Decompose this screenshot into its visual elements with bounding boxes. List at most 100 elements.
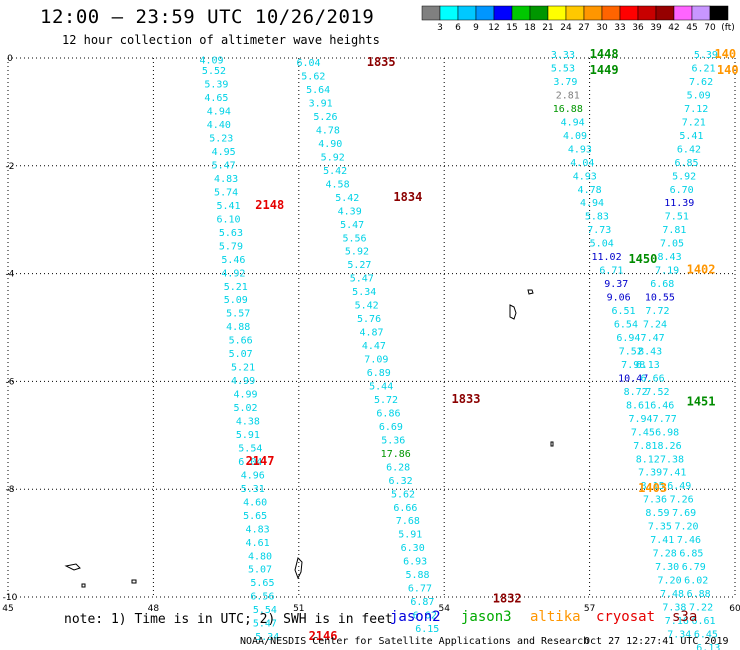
colorbar-label: 21 [542, 23, 553, 33]
wave-height-value: 5.91 [398, 530, 422, 541]
wave-height-value: 4.99 [231, 376, 255, 387]
wave-height-value: 5.62 [391, 489, 415, 500]
colorbar-swatch [655, 5, 675, 21]
island-outline [81, 583, 86, 588]
wave-height-value: 7.35 [648, 522, 672, 533]
wave-height-value: 6.13 [696, 643, 720, 650]
wave-height-value: 6.71 [599, 266, 623, 277]
wave-height-value: 6.04 [296, 58, 320, 69]
wave-height-value: 6.32 [389, 476, 413, 487]
colorbar-swatch [439, 5, 459, 21]
wave-height-value: 5.92 [345, 247, 369, 258]
pass-label: 140 [717, 63, 739, 77]
colorbar-label: 12 [488, 23, 499, 33]
wave-height-value: 7.98 [621, 360, 645, 371]
wave-height-value: 11.39 [664, 198, 694, 209]
longitude-tick-label: 48 [148, 604, 160, 614]
island-outline [64, 563, 81, 571]
colorbar-swatch [511, 5, 531, 21]
wave-height-value: 6.62 [413, 611, 437, 622]
latitude-tick-label: -4 [6, 270, 15, 280]
wave-height-value: 5.09 [687, 90, 711, 101]
colorbar-swatch [673, 5, 693, 21]
wave-height-value: 5.46 [221, 255, 245, 266]
wave-height-value: 6.13 [636, 360, 660, 371]
wave-height-value: 4.88 [226, 322, 250, 333]
wave-height-value: 5.47 [340, 220, 364, 231]
island-outline [550, 441, 554, 447]
island-outline [527, 289, 534, 295]
wave-height-value: 5.92 [321, 152, 345, 163]
footnote: note: 1) Time is in UTC; 2) SWH is in fe… [64, 612, 393, 627]
colorbar-label: 18 [524, 23, 536, 33]
wave-height-value: 7.12 [684, 104, 708, 115]
wave-height-value: 4.39 [338, 206, 362, 217]
wave-height-value: 5.21 [224, 282, 248, 293]
island-outline [131, 579, 137, 584]
wave-height-value: 6.10 [216, 214, 240, 225]
wave-height-value: 4.61 [246, 538, 270, 549]
wave-height-value: 7.52 [619, 346, 643, 357]
wave-height-value: 5.65 [250, 578, 274, 589]
wave-height-value: 11.02 [592, 252, 622, 263]
wave-height-value: 7.22 [689, 602, 713, 613]
wave-height-value: 5.42 [335, 193, 359, 204]
wave-height-value: 7.72 [645, 306, 669, 317]
wave-height-value: 5.07 [229, 349, 253, 360]
wave-height-value: 4.93 [568, 144, 592, 155]
colorbar-swatch [547, 5, 567, 21]
legend-item-s3a: s3a [672, 609, 698, 625]
wave-height-value: 5.34 [352, 287, 376, 298]
colorbar-swatch [691, 5, 711, 21]
wave-height-value: 4.94 [580, 198, 604, 209]
wave-height-value: 6.98 [655, 427, 679, 438]
longitude-tick-label: 51 [293, 604, 304, 614]
wave-height-value: 5.88 [405, 570, 429, 581]
wave-height-value: 4.95 [212, 147, 236, 158]
wave-height-value: 4.83 [246, 524, 270, 535]
wave-height-value: 7.16 [665, 616, 689, 627]
wave-height-value: 6.86 [376, 408, 400, 419]
wave-height-value: 8.15 [641, 481, 665, 492]
wave-height-value: 7.28 [653, 549, 677, 560]
wave-height-value: 4.40 [207, 120, 231, 131]
latitude-tick-label: -10 [3, 593, 18, 603]
wave-height-value: 4.93 [573, 171, 597, 182]
wave-height-value: 5.41 [216, 201, 240, 212]
colorbar-label: 27 [578, 23, 589, 33]
wave-height-value: 8.72 [624, 387, 648, 398]
page-subtitle: 12 hour collection of altimeter wave hei… [62, 33, 380, 47]
wave-height-value: 7.69 [672, 508, 696, 519]
wave-height-value: 4.87 [359, 328, 383, 339]
wave-height-value: 7.38 [660, 454, 684, 465]
generated-timestamp: Oct 27 12:27:41 UTC 2019 [584, 636, 729, 647]
pass-label: 2148 [255, 198, 284, 212]
wave-height-value: 5.42 [323, 166, 347, 177]
wave-height-value: 7.52 [645, 387, 669, 398]
wave-height-value: 6.15 [415, 624, 439, 635]
colorbar-swatch [601, 5, 621, 21]
wave-height-value: 6.54 [614, 320, 638, 331]
legend-item-jason2: jason2 [390, 609, 441, 625]
wave-height-value: 7.48 [660, 589, 684, 600]
wave-height-value: 3.79 [553, 77, 577, 88]
wave-height-value: 6.46 [650, 400, 674, 411]
pass-label: 1403 [638, 481, 667, 495]
pass-label: 2147 [246, 454, 275, 468]
wave-height-value: 7.05 [660, 239, 684, 250]
longitude-tick-label: 54 [438, 604, 450, 614]
wave-height-value: 5.04 [590, 239, 614, 250]
pass-label: 1832 [493, 591, 522, 605]
wave-height-value: 5.66 [229, 336, 253, 347]
wave-height-value: 3.33 [551, 50, 575, 61]
wave-height-value: 6.79 [682, 562, 706, 573]
island-outline [509, 304, 517, 320]
wave-height-value: 6.30 [401, 543, 425, 554]
wave-height-value: 4.78 [578, 185, 602, 196]
wave-height-value: 2.81 [556, 90, 580, 101]
wave-height-value: 7.81 [662, 225, 686, 236]
wave-height-value: 8.12 [636, 454, 660, 465]
wave-height-value: 5.42 [355, 301, 379, 312]
wave-height-value: 4.83 [214, 174, 238, 185]
